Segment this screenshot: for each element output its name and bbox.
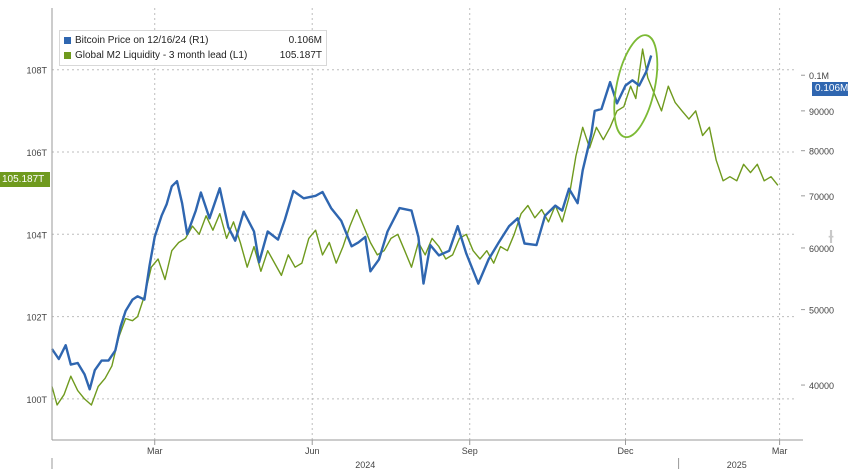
left-last-value-tag: 105.187T bbox=[0, 172, 50, 187]
left-tick-label: 102T bbox=[26, 313, 47, 323]
year-label: 2024 bbox=[355, 460, 375, 469]
right-tick-label: 0.1M bbox=[809, 71, 829, 81]
year-label: 2025 bbox=[727, 460, 747, 469]
legend-value-m2: 105.187T bbox=[279, 50, 322, 61]
x-tick-label: Dec bbox=[618, 446, 635, 456]
right-tick-label: 70000 bbox=[809, 192, 834, 202]
x-tick-label: Mar bbox=[147, 446, 163, 456]
legend-item-m2: Global M2 Liquidity - 3 month lead (L1) … bbox=[64, 48, 322, 63]
right-tick-label: 40000 bbox=[809, 381, 834, 391]
m2-liquidity-line bbox=[51, 48, 779, 406]
left-tick-label: 106T bbox=[26, 148, 47, 158]
legend-swatch-m2 bbox=[64, 52, 71, 59]
peak-highlight-ellipse bbox=[613, 34, 659, 139]
axes: 100T 102T 104T 106T 108T 40000 50000 60000 70000… bbox=[26, 8, 834, 469]
legend-value-bitcoin: 0.106M bbox=[288, 35, 322, 46]
left-tick-label: 104T bbox=[26, 230, 47, 240]
right-last-value-tag: 0.106M bbox=[812, 82, 848, 96]
right-tick-label: 90000 bbox=[809, 107, 834, 117]
left-tick-label: 100T bbox=[26, 395, 47, 405]
right-tick-label: 60000 bbox=[809, 244, 834, 254]
x-tick-label: Jun bbox=[305, 446, 320, 456]
legend: Bitcoin Price on 12/16/24 (R1) 0.106M Gl… bbox=[59, 30, 327, 66]
annotations bbox=[613, 34, 659, 139]
legend-item-bitcoin: Bitcoin Price on 12/16/24 (R1) 0.106M bbox=[64, 33, 322, 48]
bitcoin-price-line bbox=[51, 55, 653, 391]
right-tick-label: 50000 bbox=[809, 306, 834, 316]
grid bbox=[52, 8, 795, 440]
legend-label-m2: Global M2 Liquidity - 3 month lead (L1) bbox=[75, 50, 248, 61]
left-tick-label: 108T bbox=[26, 66, 47, 76]
legend-label-bitcoin: Bitcoin Price on 12/16/24 (R1) bbox=[75, 35, 209, 46]
x-tick-label: Sep bbox=[462, 446, 478, 456]
bloomberg-logo-icon: ᵼ bbox=[828, 222, 834, 249]
series-layer bbox=[51, 48, 779, 406]
x-tick-label: Mar bbox=[772, 446, 788, 456]
legend-swatch-bitcoin bbox=[64, 37, 71, 44]
right-tick-label: 80000 bbox=[809, 147, 834, 157]
